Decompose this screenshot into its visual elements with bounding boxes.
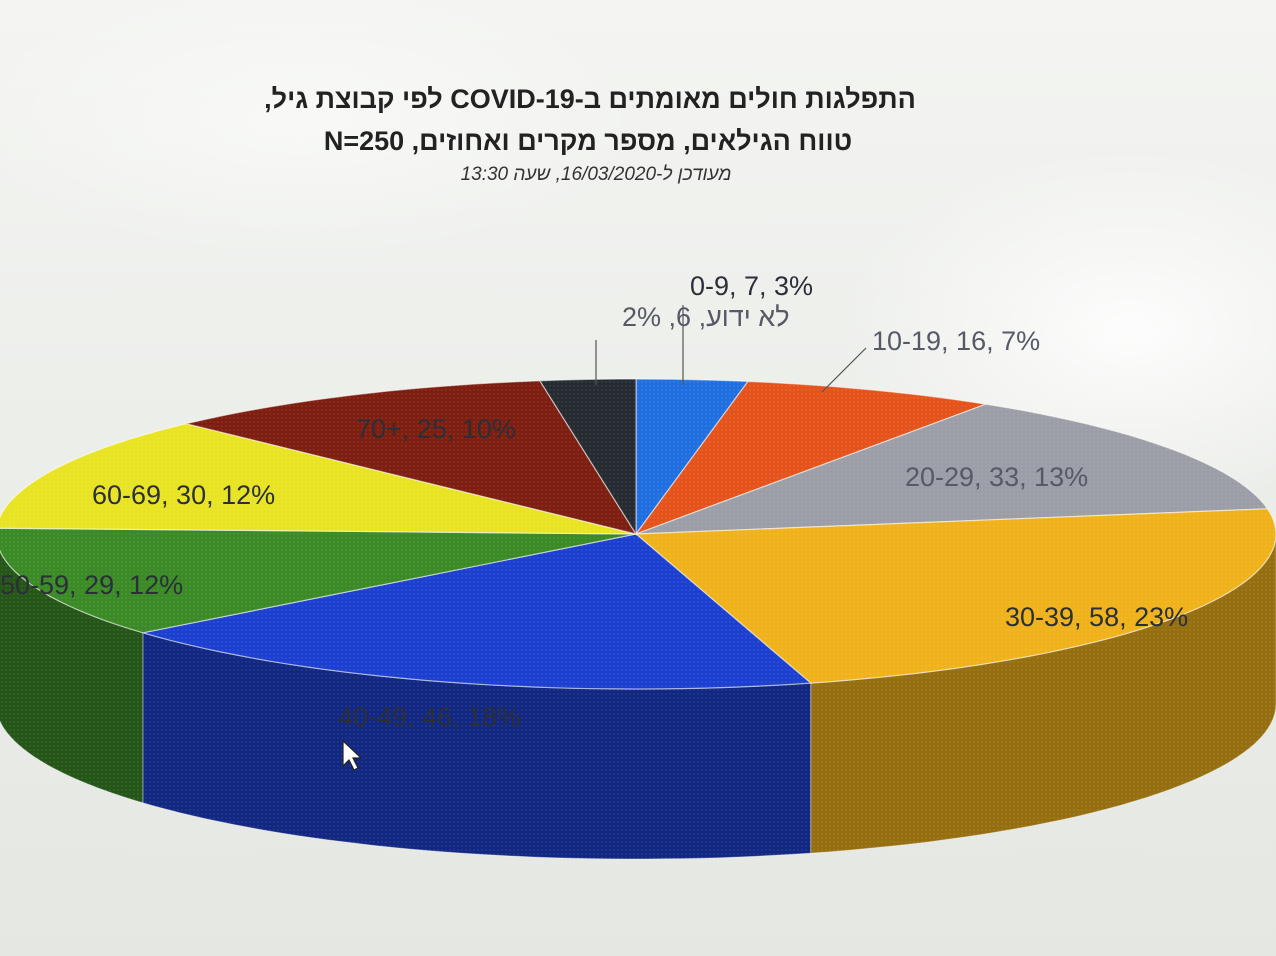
chart-title: התפלגות חולים מאומתים ב-COVID-19 לפי קבו… [264,84,916,114]
leader-lines [595,305,867,393]
data-label-40-49: 40-49, 46, 18% [338,702,521,732]
leader-line-10-19 [821,347,867,393]
data-label-לא ידוע: לא ידוע, 6, 2% [622,302,790,332]
data-label-0-9: 0-9, 7, 3% [690,271,813,301]
data-label-20-29: 20-29, 33, 13% [905,462,1088,492]
data-label-30-39: 30-39, 58, 23% [1005,602,1188,632]
data-label-60-69: 60-69, 30, 12% [92,480,275,510]
data-label-70+: 70+, 25, 10% [356,414,516,444]
mouse-cursor-icon [342,739,363,771]
chart-subtitle: מעודכן ל-16/03/2020, שעה 13:30 [460,164,732,185]
slice-labels: 0-9, 7, 3% 10-19, 16, 7% 20-29, 33, 13% 30-… [0,271,1188,732]
data-label-10-19: 10-19, 16, 7% [872,326,1040,356]
chart-title-line2: טווח הגילאים, מספר מקרים ואחוזים, N=250 [323,126,853,156]
data-label-50-59: 50-59, 29, 12% [0,570,183,600]
screen-texture [0,370,1276,956]
chart-title-block: התפלגות חולים מאומתים ב-COVID-19 לפי קבו… [0,78,1276,186]
